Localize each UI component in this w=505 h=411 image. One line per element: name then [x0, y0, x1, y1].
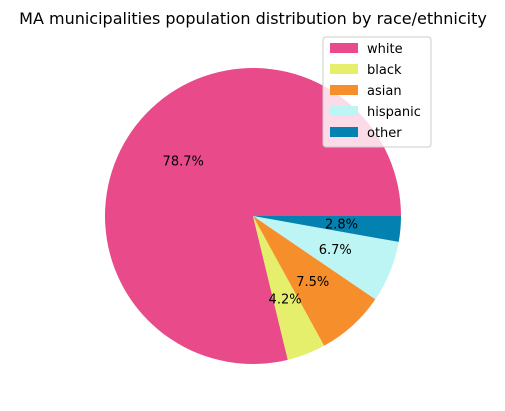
pie-label-asian: 7.5%: [296, 275, 329, 290]
legend-label-asian: asian: [367, 84, 402, 99]
legend-label-hispanic: hispanic: [367, 105, 421, 120]
legend-swatch-other: [330, 127, 358, 137]
pie-slice-black: [253, 216, 325, 360]
legend-label-other: other: [367, 126, 402, 141]
legend-items: white black asian hispanic other: [330, 42, 421, 141]
pie-label-black: 4.2%: [269, 292, 302, 307]
legend-swatch-asian: [330, 85, 358, 95]
legend-swatch-white: [330, 43, 358, 53]
legend: white black asian hispanic other: [322, 36, 432, 148]
chart-title: MA municipalities population distributio…: [19, 9, 487, 28]
pie-label-other: 2.8%: [325, 217, 358, 232]
pie-labels: 78.7% 4.2% 7.5% 6.7% 2.8%: [163, 155, 358, 308]
pie-slice-asian: [253, 216, 376, 346]
legend-swatch-hispanic: [330, 106, 358, 116]
pie-label-hispanic: 6.7%: [319, 243, 352, 258]
legend-swatch-black: [330, 64, 358, 74]
legend-label-black: black: [367, 63, 402, 78]
legend-label-white: white: [367, 42, 403, 57]
pie-slice-hispanic: [253, 216, 399, 300]
pie-label-white: 78.7%: [163, 155, 204, 170]
pie-slice-other: [253, 216, 401, 242]
